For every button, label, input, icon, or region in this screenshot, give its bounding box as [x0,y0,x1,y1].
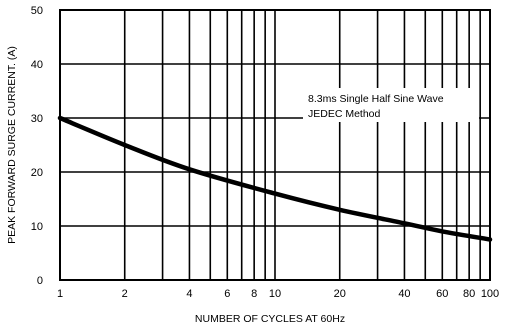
x-tick-label: 100 [481,288,499,300]
y-tick-label: 10 [31,221,43,233]
y-tick-label: 50 [31,5,43,17]
y-tick-label: 30 [31,113,43,125]
x-tick-label: 6 [224,288,230,300]
annotation-background [303,88,479,122]
annotation: 8.3ms Single Half Sine Wave JEDEC Method [303,88,479,122]
x-tick-label: 8 [251,288,257,300]
x-tick-label: 40 [398,288,410,300]
x-tick-label: 2 [122,288,128,300]
annotation-line-2: JEDEC Method [308,108,381,120]
x-tick-label: 4 [186,288,192,300]
annotation-line-1: 8.3ms Single Half Sine Wave [308,93,444,105]
x-tick-label: 80 [463,288,475,300]
y-tick-label: 0 [37,275,43,287]
x-tick-label: 1 [57,288,63,300]
x-tick-label: 10 [269,288,281,300]
y-axis-title: PEAK FORWARD SURGE CURRENT. (A) [6,46,18,244]
y-tick-label: 20 [31,167,43,179]
plot-frame [59,9,491,281]
surge-current-curve [57,115,493,242]
x-tick-label: 60 [436,288,448,300]
y-tick-label: 40 [31,59,43,71]
x-tick-label: 20 [334,288,346,300]
x-axis-title: NUMBER OF CYCLES AT 60Hz [195,313,345,325]
tick-labels: 1 2 4 6 8 10 20 40 60 80 100 0 10 20 30 40 50 [31,5,499,300]
